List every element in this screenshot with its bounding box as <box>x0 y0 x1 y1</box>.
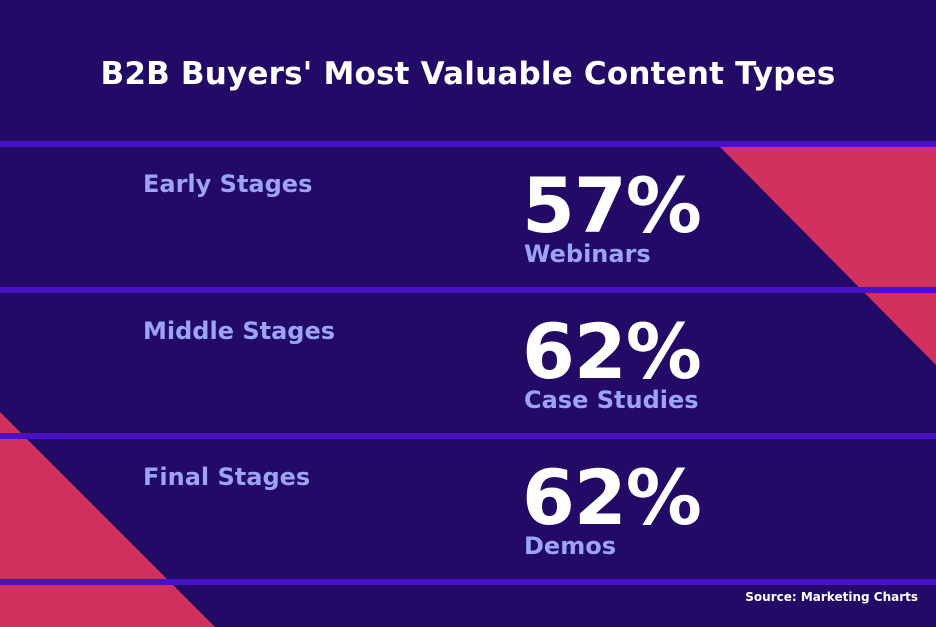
content-type-final: Demos <box>524 532 616 560</box>
stat-value-early: 57% <box>522 161 702 250</box>
content-type-early: Webinars <box>524 240 651 268</box>
divider-line-3 <box>0 433 936 439</box>
divider-line-4 <box>0 579 936 585</box>
divider-line-1 <box>0 141 936 147</box>
page-title: B2B Buyers' Most Valuable Content Types <box>100 56 836 92</box>
stat-value-final: 62% <box>522 453 702 542</box>
content-type-middle: Case Studies <box>524 386 699 414</box>
divider-line-2 <box>0 287 936 293</box>
stage-label-early: Early Stages <box>143 170 313 198</box>
stage-label-middle: Middle Stages <box>143 317 336 345</box>
stage-label-final: Final Stages <box>143 463 311 491</box>
stat-value-middle: 62% <box>522 307 702 396</box>
source-credit: Source: Marketing Charts <box>745 590 918 604</box>
bottom-left-accent-triangle <box>0 412 215 627</box>
top-right-accent-triangle <box>720 147 936 365</box>
